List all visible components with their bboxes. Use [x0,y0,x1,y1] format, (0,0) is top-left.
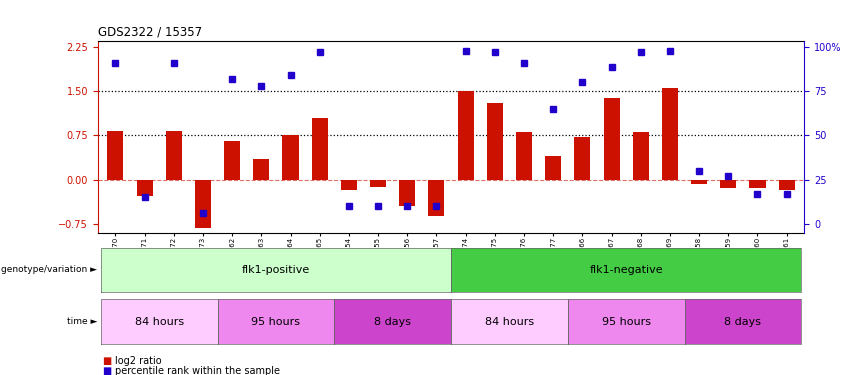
Bar [779,180,795,190]
Bar [224,141,240,180]
Bar [195,180,211,228]
Bar [691,180,707,184]
Text: flk1-positive: flk1-positive [242,265,310,275]
Bar [458,91,474,180]
Text: GDS2322 / 15357: GDS2322 / 15357 [98,25,202,38]
Bar [720,180,736,188]
Text: log2 ratio: log2 ratio [115,356,162,366]
Bar [633,132,648,180]
Text: time ►: time ► [67,317,97,326]
Text: 95 hours: 95 hours [251,316,300,327]
Bar [750,180,766,188]
Bar [451,299,568,344]
Bar [370,180,386,187]
Bar [311,118,328,180]
Bar [568,299,684,344]
Bar [516,132,532,180]
Text: ■: ■ [102,366,111,375]
Bar [341,180,357,190]
Text: 95 hours: 95 hours [602,316,651,327]
Bar [100,248,451,292]
Text: flk1-negative: flk1-negative [590,265,663,275]
Bar [283,135,299,180]
Bar [136,180,152,196]
Text: 8 days: 8 days [724,316,762,327]
Text: genotype/variation ►: genotype/variation ► [2,266,97,274]
Bar [107,131,123,180]
Bar [662,88,678,180]
Text: ■: ■ [102,356,111,366]
Bar [218,299,334,344]
Bar [451,248,802,292]
Text: 84 hours: 84 hours [134,316,184,327]
Text: 84 hours: 84 hours [485,316,534,327]
Bar [334,299,451,344]
Bar [684,299,802,344]
Bar [254,159,269,180]
Text: percentile rank within the sample: percentile rank within the sample [115,366,280,375]
Bar [428,180,444,216]
Text: 8 days: 8 days [374,316,411,327]
Bar [487,103,503,180]
Bar [574,137,591,180]
Bar [399,180,415,206]
Bar [545,156,561,180]
Bar [603,98,620,180]
Bar [166,131,182,180]
Bar [100,299,218,344]
